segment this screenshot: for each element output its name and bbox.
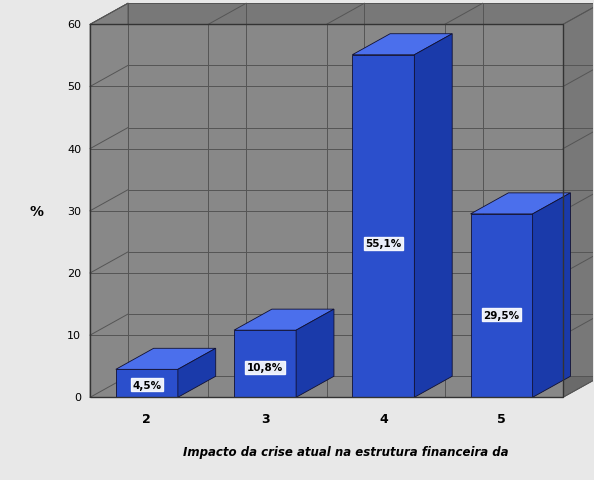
Text: 10: 10 — [67, 330, 81, 340]
Polygon shape — [128, 4, 594, 376]
Text: %: % — [30, 204, 44, 218]
Polygon shape — [90, 25, 563, 397]
Text: 3: 3 — [261, 412, 270, 425]
Text: 29,5%: 29,5% — [484, 310, 520, 320]
Polygon shape — [178, 348, 216, 397]
Polygon shape — [90, 4, 128, 397]
Text: 30: 30 — [67, 206, 81, 216]
Polygon shape — [234, 310, 334, 331]
Text: 2: 2 — [143, 412, 151, 425]
Text: 4,5%: 4,5% — [132, 380, 162, 390]
Text: 55,1%: 55,1% — [365, 239, 402, 249]
Polygon shape — [470, 215, 533, 397]
Polygon shape — [116, 348, 216, 370]
Text: 20: 20 — [67, 268, 81, 278]
Text: 0: 0 — [74, 393, 81, 402]
Polygon shape — [116, 370, 178, 397]
Text: 40: 40 — [67, 144, 81, 154]
Polygon shape — [470, 193, 570, 215]
Bar — [90, 25, 563, 397]
Polygon shape — [533, 193, 570, 397]
Text: 60: 60 — [67, 20, 81, 30]
Polygon shape — [352, 35, 452, 56]
Polygon shape — [90, 376, 594, 397]
Text: Impacto da crise atual na estrutura financeira da: Impacto da crise atual na estrutura fina… — [183, 445, 508, 458]
Text: 4: 4 — [379, 412, 388, 425]
Polygon shape — [352, 56, 415, 397]
Polygon shape — [415, 35, 452, 397]
Polygon shape — [234, 331, 296, 397]
Text: 50: 50 — [67, 82, 81, 92]
Text: 10,8%: 10,8% — [247, 362, 283, 372]
Polygon shape — [296, 310, 334, 397]
Text: 5: 5 — [497, 412, 506, 425]
